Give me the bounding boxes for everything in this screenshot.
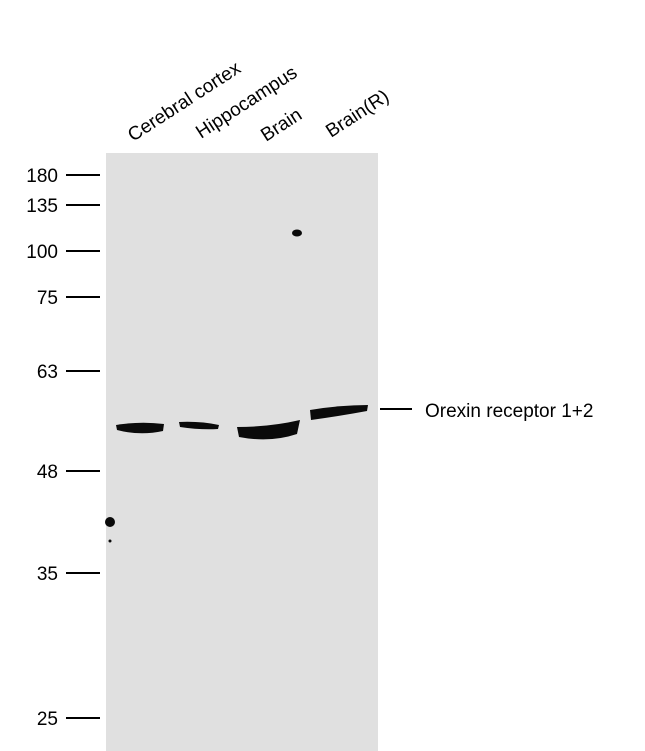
- lane-label: Brain: [257, 104, 306, 146]
- band: [179, 421, 219, 430]
- band: [116, 422, 164, 434]
- spot: [292, 229, 302, 237]
- marker-label: 63: [37, 362, 58, 383]
- marker-label: 75: [37, 288, 58, 309]
- lane-labels: Cerebral cortex Hippocampus Brain Brain(…: [124, 58, 393, 147]
- lane-label: Brain(R): [322, 86, 393, 142]
- marker-label: 25: [37, 709, 58, 730]
- spot: [108, 539, 112, 543]
- spot: [105, 517, 115, 527]
- band: [237, 420, 300, 440]
- band: [310, 405, 368, 420]
- marker-label: 48: [37, 462, 58, 483]
- markers: 180 135 100 75 63 48 35 25: [26, 166, 100, 730]
- bands: [105, 229, 368, 543]
- band-label: Orexin receptor 1+2: [425, 401, 593, 422]
- marker-label: 135: [26, 196, 58, 217]
- marker-label: 180: [26, 166, 58, 187]
- blot-membrane: [106, 153, 378, 751]
- marker-label: 100: [26, 242, 58, 263]
- marker-label: 35: [37, 564, 58, 585]
- lane-label: Cerebral cortex: [124, 58, 245, 147]
